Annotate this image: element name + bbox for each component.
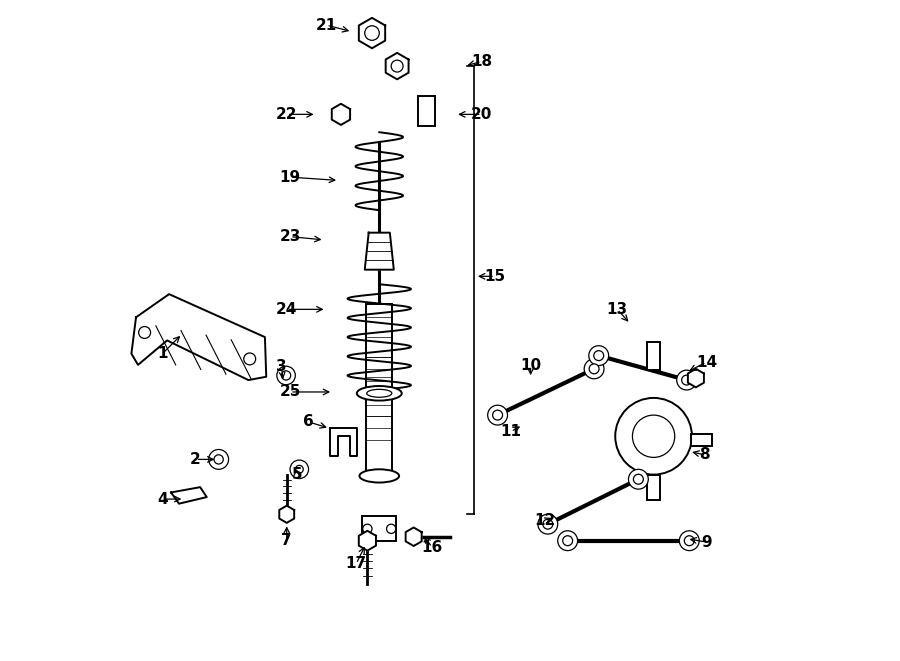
Text: 19: 19 — [280, 170, 301, 184]
Circle shape — [681, 375, 691, 385]
Bar — [690, 434, 712, 446]
Circle shape — [363, 524, 372, 533]
Polygon shape — [279, 506, 294, 523]
Text: 4: 4 — [158, 492, 167, 506]
Text: 24: 24 — [276, 302, 297, 317]
Text: 25: 25 — [279, 385, 301, 399]
Ellipse shape — [359, 469, 399, 483]
Text: 22: 22 — [276, 107, 298, 122]
Circle shape — [290, 460, 309, 479]
Text: 9: 9 — [701, 535, 712, 549]
Polygon shape — [364, 233, 394, 270]
Polygon shape — [329, 428, 357, 456]
Text: 17: 17 — [346, 557, 366, 571]
Text: 20: 20 — [471, 107, 492, 122]
Text: 5: 5 — [292, 467, 302, 482]
Polygon shape — [406, 527, 422, 546]
Polygon shape — [359, 18, 385, 48]
Polygon shape — [131, 294, 266, 380]
Circle shape — [364, 26, 379, 40]
Text: 14: 14 — [696, 355, 717, 369]
Circle shape — [214, 455, 223, 464]
Text: 7: 7 — [282, 533, 292, 548]
Polygon shape — [359, 531, 376, 551]
Circle shape — [589, 346, 608, 366]
Text: 3: 3 — [276, 360, 287, 374]
Circle shape — [590, 364, 599, 374]
Text: 18: 18 — [472, 54, 492, 69]
Circle shape — [634, 475, 643, 484]
Circle shape — [558, 531, 578, 551]
Circle shape — [616, 398, 692, 475]
Circle shape — [680, 531, 699, 551]
Circle shape — [543, 520, 553, 529]
Polygon shape — [171, 487, 207, 504]
Ellipse shape — [356, 386, 401, 401]
Circle shape — [295, 465, 303, 473]
Circle shape — [492, 410, 502, 420]
Circle shape — [282, 371, 291, 380]
Circle shape — [277, 366, 295, 385]
Circle shape — [584, 359, 604, 379]
Circle shape — [392, 60, 403, 72]
Circle shape — [209, 449, 229, 469]
Circle shape — [628, 469, 648, 489]
Bar — [362, 516, 397, 541]
Polygon shape — [332, 104, 350, 125]
Circle shape — [386, 524, 396, 533]
Bar — [418, 96, 435, 126]
Circle shape — [562, 535, 572, 545]
Polygon shape — [688, 369, 704, 387]
Polygon shape — [386, 53, 409, 79]
Ellipse shape — [366, 389, 392, 397]
Text: 13: 13 — [607, 302, 628, 317]
Bar — [647, 342, 661, 370]
Circle shape — [538, 514, 558, 534]
Text: 2: 2 — [190, 452, 201, 467]
Bar — [647, 475, 661, 500]
Text: 16: 16 — [421, 540, 443, 555]
Circle shape — [139, 327, 150, 338]
Text: 11: 11 — [500, 424, 521, 439]
Text: 1: 1 — [158, 346, 167, 361]
Text: 21: 21 — [316, 18, 337, 32]
Text: 10: 10 — [520, 358, 541, 373]
Circle shape — [677, 370, 697, 390]
Circle shape — [244, 353, 256, 365]
Bar — [366, 304, 392, 475]
Text: 6: 6 — [302, 414, 313, 429]
Text: 23: 23 — [279, 229, 301, 244]
Circle shape — [488, 405, 508, 425]
Text: 12: 12 — [534, 514, 555, 528]
Circle shape — [633, 415, 675, 457]
Text: 15: 15 — [484, 269, 506, 284]
Text: 8: 8 — [699, 447, 710, 462]
Circle shape — [684, 535, 694, 545]
Circle shape — [594, 350, 604, 360]
